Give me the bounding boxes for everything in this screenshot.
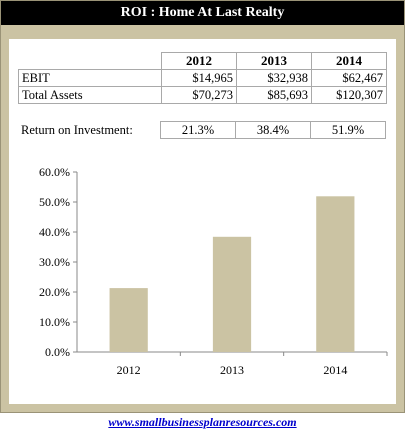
financial-table: 2012 2013 2014 EBIT $14,965 $32,938 $62,… <box>18 52 387 104</box>
x-tick-label: 2012 <box>117 363 141 377</box>
table-row-roi: Return on Investment: 21.3% 38.4% 51.9% <box>18 121 386 139</box>
roi-cell: 51.9% <box>310 121 386 139</box>
table-row-total-assets: Total Assets $70,273 $85,693 $120,307 <box>18 86 387 104</box>
roi-table: Return on Investment: 21.3% 38.4% 51.9% <box>18 121 386 139</box>
y-tick-label: 30.0% <box>39 255 70 269</box>
row-label: Total Assets <box>18 86 162 104</box>
content-panel: 2012 2013 2014 EBIT $14,965 $32,938 $62,… <box>9 39 396 404</box>
row-label: EBIT <box>18 69 162 87</box>
table-header-row: 2012 2013 2014 <box>18 52 387 70</box>
table-cell: $32,938 <box>236 69 312 87</box>
table-cell: $70,273 <box>161 86 237 104</box>
year-header: 2014 <box>311 52 387 70</box>
roi-bar-chart: 0.0% 10.0% 20.0% 30.0% 40.0% 50.0% 60.0% 2012 20… <box>39 165 388 377</box>
year-header: 2013 <box>236 52 312 70</box>
y-tick-label: 20.0% <box>39 285 70 299</box>
x-tick-label: 2013 <box>220 363 244 377</box>
roi-cell: 21.3% <box>160 121 236 139</box>
table-cell: $14,965 <box>161 69 237 87</box>
outer-frame: ROI : Home At Last Realty 2012 2013 2014… <box>0 0 405 413</box>
year-header: 2012 <box>161 52 237 70</box>
roi-label: Return on Investment: <box>18 121 161 139</box>
y-tick-label: 10.0% <box>39 315 70 329</box>
table-row-ebit: EBIT $14,965 $32,938 $62,467 <box>18 69 387 87</box>
footer: www.smallbusinessplanresources.com <box>0 415 405 430</box>
table-cell: $120,307 <box>311 86 387 104</box>
chart-bar <box>316 196 355 352</box>
chart-bar <box>109 288 148 352</box>
roi-cell: 38.4% <box>235 121 311 139</box>
table-corner <box>18 52 162 70</box>
x-tick-label: 2014 <box>323 363 347 377</box>
y-tick-label: 50.0% <box>39 195 70 209</box>
website-link[interactable]: www.smallbusinessplanresources.com <box>108 415 297 429</box>
page-title: ROI : Home At Last Realty <box>1 1 404 25</box>
chart-bar <box>212 236 252 352</box>
y-tick-label: 60.0% <box>39 165 70 179</box>
y-tick-label: 0.0% <box>45 345 70 359</box>
y-tick-label: 40.0% <box>39 225 70 239</box>
table-cell: $85,693 <box>236 86 312 104</box>
table-cell: $62,467 <box>311 69 387 87</box>
